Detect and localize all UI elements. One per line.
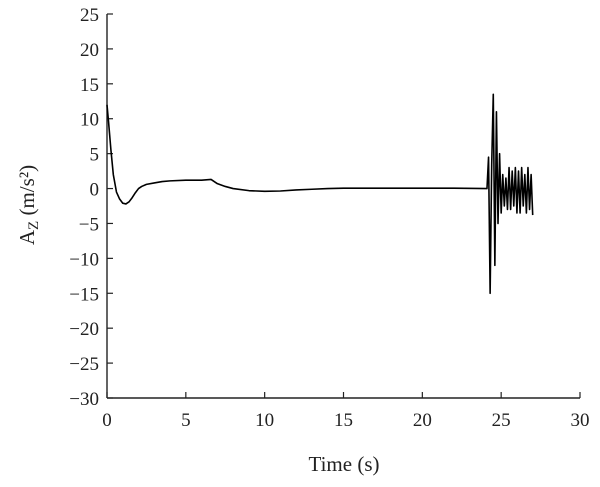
x-tick-label: 30 — [571, 410, 590, 431]
y-tick-label: −25 — [69, 354, 99, 375]
y-tick-label: 10 — [80, 110, 99, 131]
y-tick-label: 15 — [80, 75, 99, 96]
axes — [106, 14, 580, 399]
x-tick-label: 25 — [492, 410, 511, 431]
y-tick-label: 20 — [80, 40, 99, 61]
y-tick-label: 25 — [80, 5, 99, 26]
x-tick-label: 20 — [413, 410, 432, 431]
y-tick-label: −15 — [69, 284, 99, 305]
y-axis-label-sub: Z — [26, 221, 42, 230]
y-axis-label-main: A — [15, 229, 39, 245]
ticks: 0 5 10 15 20 25 30 25 20 15 10 5 0 −5 −10 −15 −20 −25 −30 — [69, 5, 589, 431]
y-tick-label: −10 — [69, 249, 99, 270]
series-line — [106, 93, 534, 295]
y-tick-label: −30 — [69, 389, 99, 410]
x-axis-label: Time (s) — [309, 452, 380, 476]
y-axis-label: AZ (m/s²) — [15, 165, 42, 245]
y-axis-label-unit: (m/s²) — [15, 165, 39, 221]
y-tick-label: 5 — [90, 145, 100, 166]
x-tick-label: 0 — [102, 410, 112, 431]
y-tick-label: 0 — [90, 180, 100, 201]
series-group — [106, 93, 534, 295]
y-tick-label: −20 — [69, 319, 99, 340]
x-tick-label: 5 — [181, 410, 191, 431]
x-tick-label: 10 — [255, 410, 274, 431]
y-tick-label: −5 — [79, 214, 99, 235]
x-tick-label: 15 — [334, 410, 353, 431]
